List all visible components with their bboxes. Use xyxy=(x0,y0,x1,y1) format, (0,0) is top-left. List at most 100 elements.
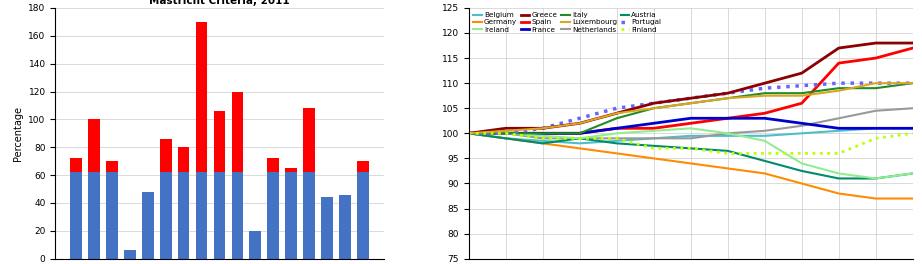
Line: France: France xyxy=(468,118,913,133)
Austria xyxy=(722,149,733,152)
France xyxy=(574,132,585,135)
Netherlands xyxy=(538,137,549,140)
Ireland xyxy=(870,177,881,180)
Germany xyxy=(574,147,585,150)
Line: Austria: Austria xyxy=(468,133,913,178)
Austria xyxy=(797,169,808,172)
Line: Portugal: Portugal xyxy=(468,83,913,133)
Bar xyxy=(70,158,82,172)
Bar xyxy=(142,192,154,259)
Bar xyxy=(303,108,315,172)
Belgium xyxy=(907,127,918,130)
Bar xyxy=(339,195,350,259)
Luxembourg xyxy=(833,89,845,92)
France xyxy=(685,117,696,120)
Spain xyxy=(797,102,808,105)
Bar xyxy=(89,172,100,259)
France xyxy=(722,117,733,120)
Netherlands xyxy=(870,109,881,112)
Bar xyxy=(267,172,279,259)
Finland xyxy=(870,137,881,140)
Greece xyxy=(797,72,808,75)
Y-axis label: Percentage: Percentage xyxy=(13,106,23,161)
Line: Italy: Italy xyxy=(468,83,913,133)
Finland xyxy=(648,147,659,150)
Spain xyxy=(611,127,622,130)
Germany xyxy=(833,192,845,195)
Portugal xyxy=(611,107,622,110)
Germany xyxy=(463,132,474,135)
Line: Spain: Spain xyxy=(468,48,913,133)
Bar xyxy=(195,22,207,172)
Luxembourg xyxy=(870,82,881,85)
Netherlands xyxy=(611,137,622,140)
Germany xyxy=(759,172,770,175)
Italy xyxy=(759,92,770,95)
Netherlands xyxy=(648,137,659,140)
Bar xyxy=(357,161,369,172)
Austria xyxy=(685,147,696,150)
France xyxy=(500,132,511,135)
Portugal xyxy=(797,84,808,87)
Italy xyxy=(722,97,733,100)
Greece xyxy=(648,102,659,105)
Austria xyxy=(870,177,881,180)
Line: Ireland: Ireland xyxy=(468,128,913,178)
Bar xyxy=(195,172,207,259)
Portugal xyxy=(463,132,474,135)
Portugal xyxy=(870,82,881,85)
Belgium xyxy=(759,134,770,137)
Portugal xyxy=(648,102,659,105)
Ireland xyxy=(611,132,622,135)
Ireland xyxy=(574,137,585,140)
Spain xyxy=(833,62,845,65)
Italy xyxy=(538,132,549,135)
Netherlands xyxy=(722,132,733,135)
Bar xyxy=(357,172,369,259)
Portugal xyxy=(907,82,918,85)
Finland xyxy=(574,137,585,140)
Ireland xyxy=(500,132,511,135)
Italy xyxy=(870,87,881,90)
Belgium xyxy=(538,139,549,142)
Finland xyxy=(538,137,549,140)
Greece xyxy=(611,112,622,115)
Greece xyxy=(759,82,770,85)
Germany xyxy=(500,137,511,140)
Spain xyxy=(907,46,918,50)
Spain xyxy=(870,56,881,60)
France xyxy=(833,127,845,130)
France xyxy=(611,127,622,130)
France xyxy=(759,117,770,120)
Portugal xyxy=(722,92,733,95)
Italy xyxy=(907,82,918,85)
Germany xyxy=(907,197,918,200)
Ireland xyxy=(759,139,770,142)
Ireland xyxy=(538,134,549,137)
Bar xyxy=(106,172,118,259)
Finland xyxy=(500,132,511,135)
Belgium xyxy=(722,134,733,137)
Austria xyxy=(574,137,585,140)
Italy xyxy=(797,92,808,95)
Luxembourg xyxy=(648,107,659,110)
Portugal xyxy=(574,117,585,120)
Italy xyxy=(685,102,696,105)
Bar xyxy=(303,172,315,259)
Greece xyxy=(463,132,474,135)
Finland xyxy=(685,147,696,150)
Bar xyxy=(321,197,333,259)
Ireland xyxy=(797,162,808,165)
Luxembourg xyxy=(685,102,696,105)
Ireland xyxy=(463,132,474,135)
Belgium xyxy=(574,142,585,145)
Portugal xyxy=(538,127,549,130)
Greece xyxy=(685,97,696,100)
Germany xyxy=(797,182,808,185)
Portugal xyxy=(833,82,845,85)
Finland xyxy=(611,137,622,140)
Luxembourg xyxy=(611,112,622,115)
Germany xyxy=(870,197,881,200)
Finland xyxy=(463,132,474,135)
France xyxy=(463,132,474,135)
